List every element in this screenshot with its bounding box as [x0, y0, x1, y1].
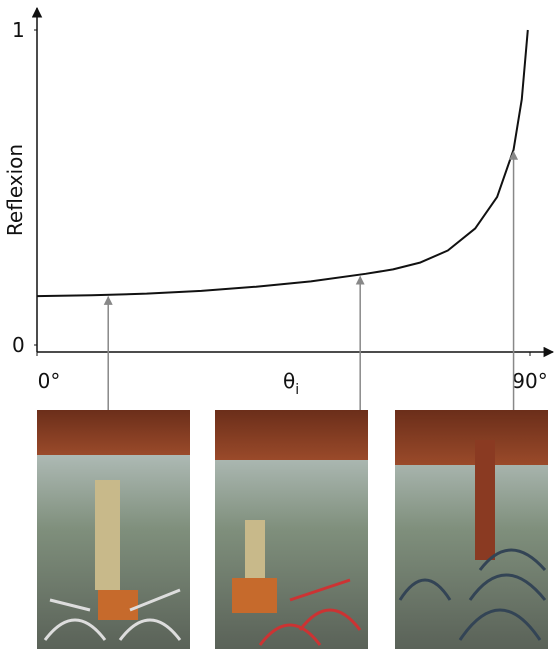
y-tick-label: 1 [12, 18, 25, 42]
photos [37, 410, 548, 649]
x-axis-label-main: θ [283, 369, 295, 393]
y-axis-label: Reflexion [3, 144, 27, 236]
x-tick-label: 90° [512, 369, 547, 393]
x-axis-label-sub: i [295, 382, 299, 398]
y-tick-label: 0 [12, 333, 25, 357]
photo [37, 410, 190, 649]
x-tick-label: 0° [38, 369, 61, 393]
x-axis-label: θi [283, 369, 299, 398]
figure: Reflexion θi 0 1 0° 90° [0, 0, 556, 649]
photo [395, 410, 548, 649]
photo [215, 410, 368, 649]
curve [37, 30, 528, 296]
